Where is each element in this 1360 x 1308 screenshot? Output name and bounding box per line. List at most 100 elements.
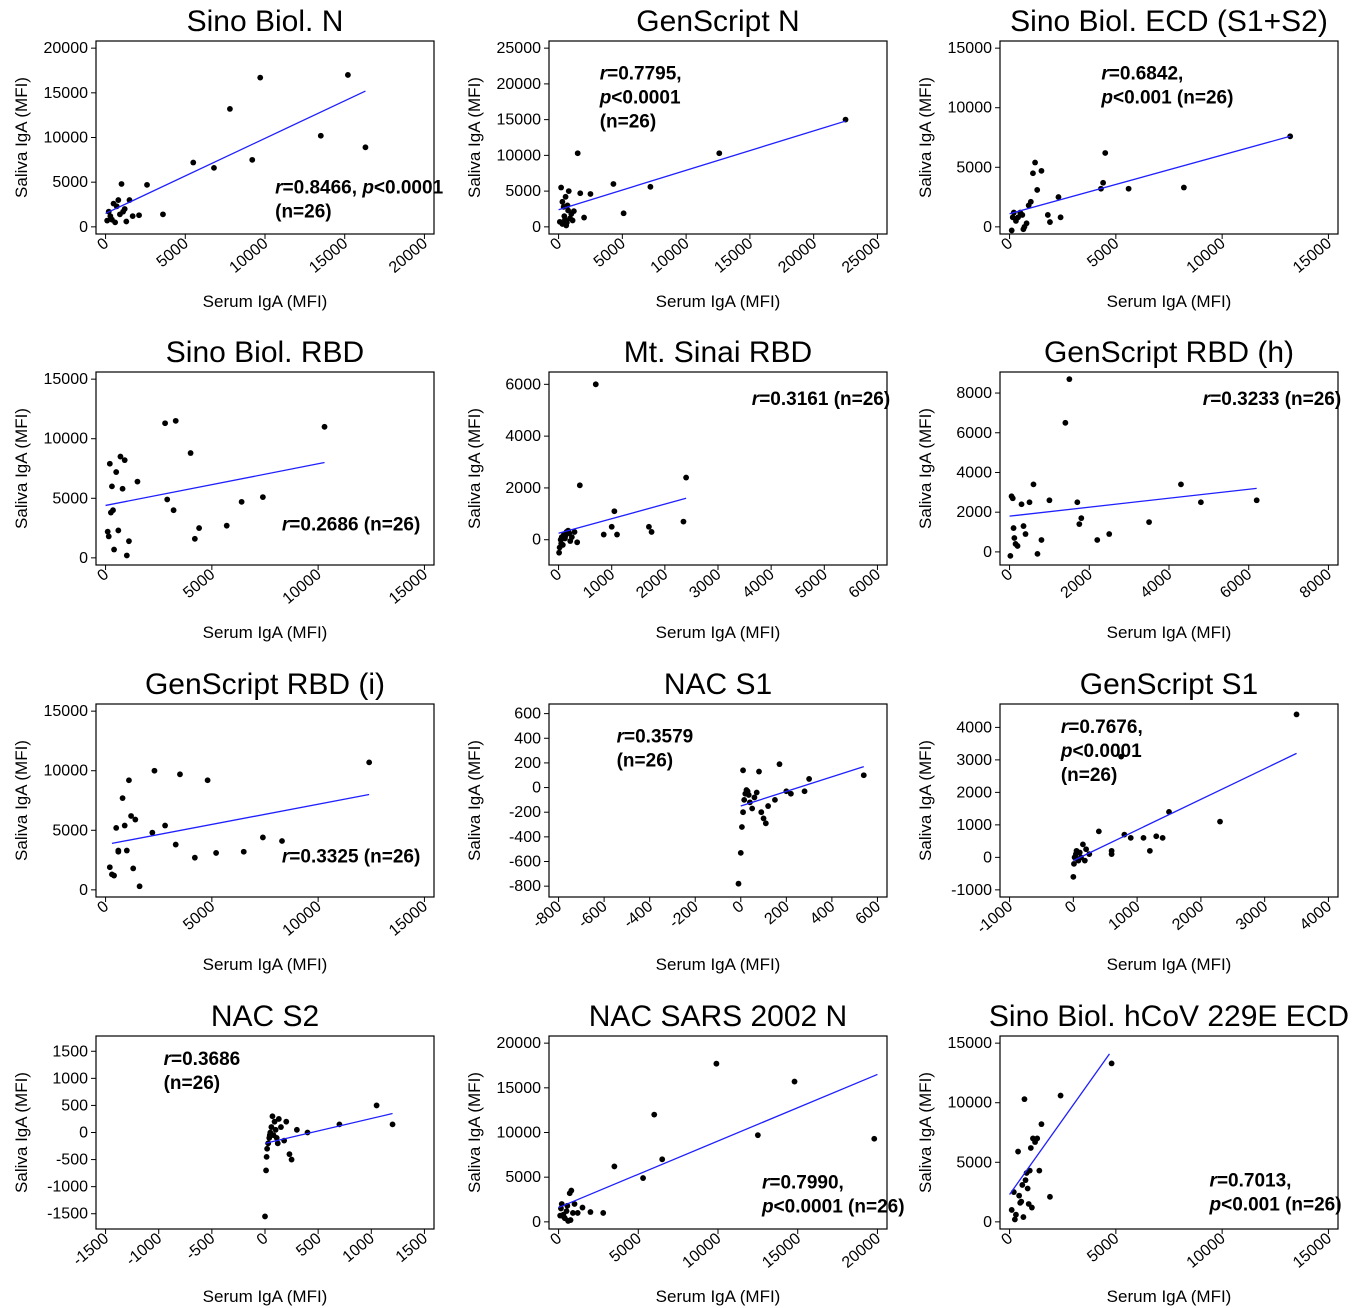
correlation-annotation: (n=26) — [600, 112, 657, 133]
data-point — [115, 847, 122, 854]
y-tick-label: 0 — [532, 219, 541, 236]
data-point — [111, 872, 117, 879]
data-point — [1021, 1096, 1028, 1103]
x-tick-label: 0 — [254, 1230, 272, 1249]
data-point — [1125, 185, 1132, 192]
data-point — [151, 767, 158, 774]
regression-line — [1009, 1053, 1111, 1195]
data-point — [765, 803, 772, 809]
data-point — [321, 423, 328, 430]
data-point — [1118, 753, 1125, 760]
plot-frame — [95, 1035, 435, 1230]
data-point — [274, 1140, 281, 1147]
y-tick-label: 200 — [514, 755, 541, 772]
data-point — [1100, 179, 1107, 186]
data-point — [272, 1126, 279, 1133]
correlation-annotation: r=0.6842, — [1101, 64, 1183, 85]
data-point — [1057, 1092, 1064, 1099]
data-point — [1019, 212, 1026, 218]
data-point — [1020, 1214, 1027, 1220]
data-point — [121, 822, 128, 829]
y-tick-label: 2000 — [505, 480, 541, 497]
data-point — [571, 529, 578, 535]
data-point — [223, 522, 230, 529]
data-point — [129, 213, 136, 220]
panel-title: Sino Biol. hCoV 229E ECD — [989, 1000, 1349, 1033]
data-point — [136, 883, 143, 890]
data-point — [1146, 519, 1152, 526]
x-tick-label: 500 — [293, 1230, 324, 1260]
x-tick-label: 3000 — [686, 566, 724, 602]
correlation-annotation: r=0.3161 (n=26) — [752, 389, 890, 410]
x-tick-label: 10000 — [680, 1230, 725, 1272]
y-tick-label: -1000 — [951, 882, 992, 899]
x-tick-label: 1500 — [393, 1230, 431, 1266]
y-axis-label: Saliva IgA (MFI) — [12, 408, 31, 529]
data-point — [123, 847, 130, 854]
data-point — [577, 190, 584, 197]
regression-line — [1009, 487, 1257, 517]
data-point — [1027, 198, 1034, 205]
data-point — [1022, 1177, 1029, 1184]
data-point — [581, 214, 587, 221]
panel-5: Mt. Sinai RBD 0 2000 4000 6000 0 1000 2000 3000 4… — [465, 336, 890, 642]
data-point — [683, 474, 690, 481]
data-point — [574, 539, 581, 546]
y-axis-label: Saliva IgA (MFI) — [465, 1072, 484, 1193]
data-point — [1095, 828, 1102, 835]
data-point — [293, 1126, 300, 1133]
plot-frame — [95, 40, 435, 235]
data-point — [558, 540, 565, 547]
data-point — [562, 193, 569, 200]
data-point — [273, 1135, 280, 1141]
data-point — [162, 822, 168, 829]
y-axis-label: Saliva IgA (MFI) — [12, 1072, 31, 1193]
x-tick-label: 400 — [807, 898, 838, 928]
data-point — [561, 213, 568, 220]
data-point — [121, 457, 128, 464]
data-point — [565, 207, 572, 214]
data-point — [191, 535, 198, 542]
plot-frame — [999, 703, 1339, 898]
data-point — [1108, 1060, 1115, 1067]
x-tick-label: 8000 — [1297, 566, 1335, 602]
data-point — [1020, 523, 1027, 529]
data-point — [559, 221, 566, 227]
panel-title: Sino Biol. ECD (S1+S2) — [1010, 5, 1328, 38]
correlation-annotation: (n=26) — [1061, 765, 1118, 786]
data-point — [571, 1201, 578, 1207]
x-tick-label: -1000 — [974, 898, 1016, 937]
data-point — [791, 1078, 798, 1085]
x-tick-label: 3000 — [1233, 898, 1271, 934]
panel-title: GenScript S1 — [1080, 668, 1258, 701]
data-point — [132, 816, 139, 823]
x-tick-label: 4000 — [740, 566, 778, 602]
data-point — [119, 795, 126, 802]
y-tick-label: 0 — [983, 1214, 992, 1231]
data-point — [271, 1118, 278, 1125]
x-tick-label: 5000 — [180, 566, 218, 602]
data-point — [288, 1156, 295, 1163]
y-tick-label: 20000 — [44, 40, 89, 57]
data-point — [567, 1217, 574, 1223]
data-point — [558, 184, 565, 191]
panel-title: GenScript N — [636, 5, 799, 38]
data-point — [263, 1167, 269, 1174]
data-point — [164, 496, 171, 503]
data-point — [1009, 214, 1016, 221]
correlation-annotation: r=0.7676, — [1061, 717, 1143, 738]
data-point — [801, 788, 808, 795]
data-point — [204, 777, 211, 784]
data-point — [1034, 1135, 1041, 1142]
y-tick-label: 0 — [983, 219, 992, 236]
y-tick-label: 10000 — [948, 100, 993, 117]
data-point — [751, 794, 758, 801]
correlation-annotation: (n=26) — [617, 751, 674, 772]
y-tick-label: 20000 — [497, 1035, 542, 1052]
data-point — [1023, 220, 1030, 227]
x-tick-label: 4000 — [1137, 566, 1175, 602]
x-tick-label: 4000 — [1297, 898, 1335, 934]
x-tick-label: 15000 — [386, 566, 431, 608]
data-point — [196, 525, 203, 531]
